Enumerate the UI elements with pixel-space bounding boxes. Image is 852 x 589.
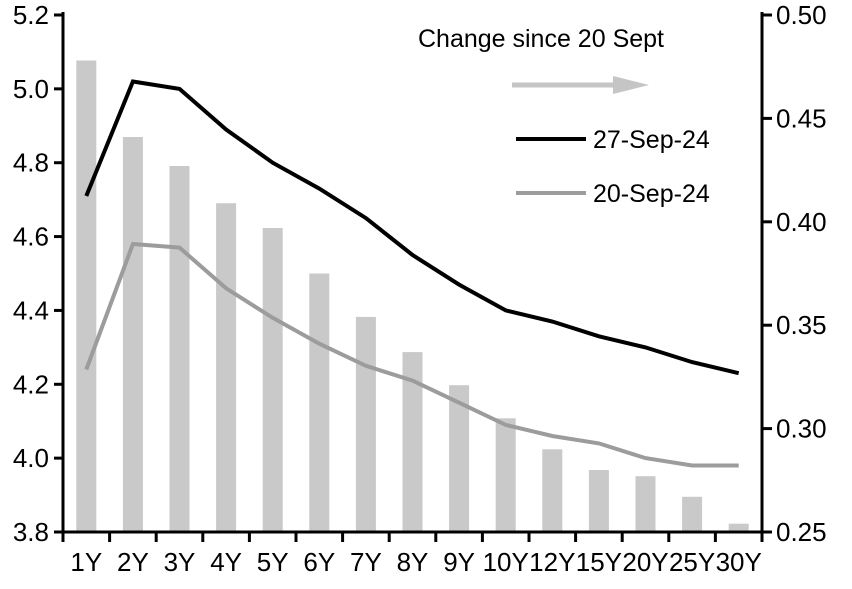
- left-axis-tick-label: 4.4: [13, 295, 49, 325]
- bar-15Y: [588, 470, 609, 532]
- arrow-head: [613, 76, 649, 94]
- bar-25Y: [682, 496, 703, 532]
- right-axis-tick-label: 0.30: [776, 414, 827, 444]
- x-axis-label-15Y: 15Y: [576, 547, 622, 577]
- left-axis-tick-label: 4.0: [13, 443, 49, 473]
- legend-bar-series-label: Change since 20 Sept: [418, 25, 664, 53]
- chart-legend: Change since 20 Sept 27-Sep-24 20-Sep-24: [418, 25, 710, 208]
- right-axis-tick-label: 0.45: [776, 103, 827, 133]
- line-series-27-Sep-24: [84, 79, 740, 376]
- x-axis-label-12Y: 12Y: [529, 547, 575, 577]
- x-axis-label-4Y: 4Y: [210, 547, 242, 577]
- x-axis-label-9Y: 9Y: [443, 547, 475, 577]
- bar-20Y: [635, 476, 656, 532]
- bar-6Y: [309, 273, 330, 532]
- left-axis-tick-label: 3.8: [13, 517, 49, 547]
- right-arrow-icon: [512, 76, 649, 94]
- x-axis-label-20Y: 20Y: [622, 547, 668, 577]
- x-axis-label-3Y: 3Y: [164, 547, 196, 577]
- left-axis-tick-label: 4.8: [13, 148, 49, 178]
- right-axis-tick-label: 0.25: [776, 517, 827, 547]
- x-axis-label-8Y: 8Y: [397, 547, 429, 577]
- bar-12Y: [542, 449, 563, 532]
- bar-9Y: [449, 385, 470, 532]
- line-27-Sep-24: [84, 79, 740, 376]
- right-axis-tick-label: 0.50: [776, 0, 827, 30]
- bar-5Y: [262, 228, 283, 532]
- right-axis-tick-label: 0.40: [776, 207, 827, 237]
- x-axis-label-7Y: 7Y: [350, 547, 382, 577]
- bar-8Y: [402, 352, 423, 532]
- x-axis-label-5Y: 5Y: [257, 547, 289, 577]
- bar-3Y: [169, 166, 190, 532]
- bar-4Y: [216, 203, 237, 532]
- bar-10Y: [495, 418, 516, 532]
- legend-line2-label: 20-Sep-24: [593, 180, 710, 208]
- x-axis-label-2Y: 2Y: [117, 547, 149, 577]
- right-axis-tick-label: 0.35: [776, 310, 827, 340]
- legend-line1-label: 27-Sep-24: [593, 126, 710, 154]
- bar-2Y: [122, 137, 143, 532]
- x-axis-label-1Y: 1Y: [70, 547, 102, 577]
- x-axis-label-10Y: 10Y: [483, 547, 529, 577]
- left-axis-tick-label: 4.2: [13, 369, 49, 399]
- left-axis-tick-label: 5.0: [13, 74, 49, 104]
- line-20-Sep-24: [84, 241, 739, 468]
- axes: 5.2 5.0 4.8 4.6 4.4 4.2 4.0 3.8 0.50 0.45 0.40 0.35…: [13, 0, 827, 577]
- x-axis-label-6Y: 6Y: [303, 547, 335, 577]
- x-axis-label-25Y: 25Y: [669, 547, 715, 577]
- plot-layers: 5.2 5.0 4.8 4.6 4.4 4.2 4.0 3.8 0.50 0.45 0.40 0.35…: [13, 0, 827, 577]
- left-axis-tick-label: 4.6: [13, 222, 49, 252]
- bar-30Y: [728, 523, 749, 532]
- bar-1Y: [76, 60, 97, 532]
- left-axis-tick-label: 5.2: [13, 0, 49, 30]
- bar-7Y: [355, 316, 376, 532]
- x-axis-label-30Y: 30Y: [716, 547, 762, 577]
- line-series-20-Sep-24: [84, 241, 739, 468]
